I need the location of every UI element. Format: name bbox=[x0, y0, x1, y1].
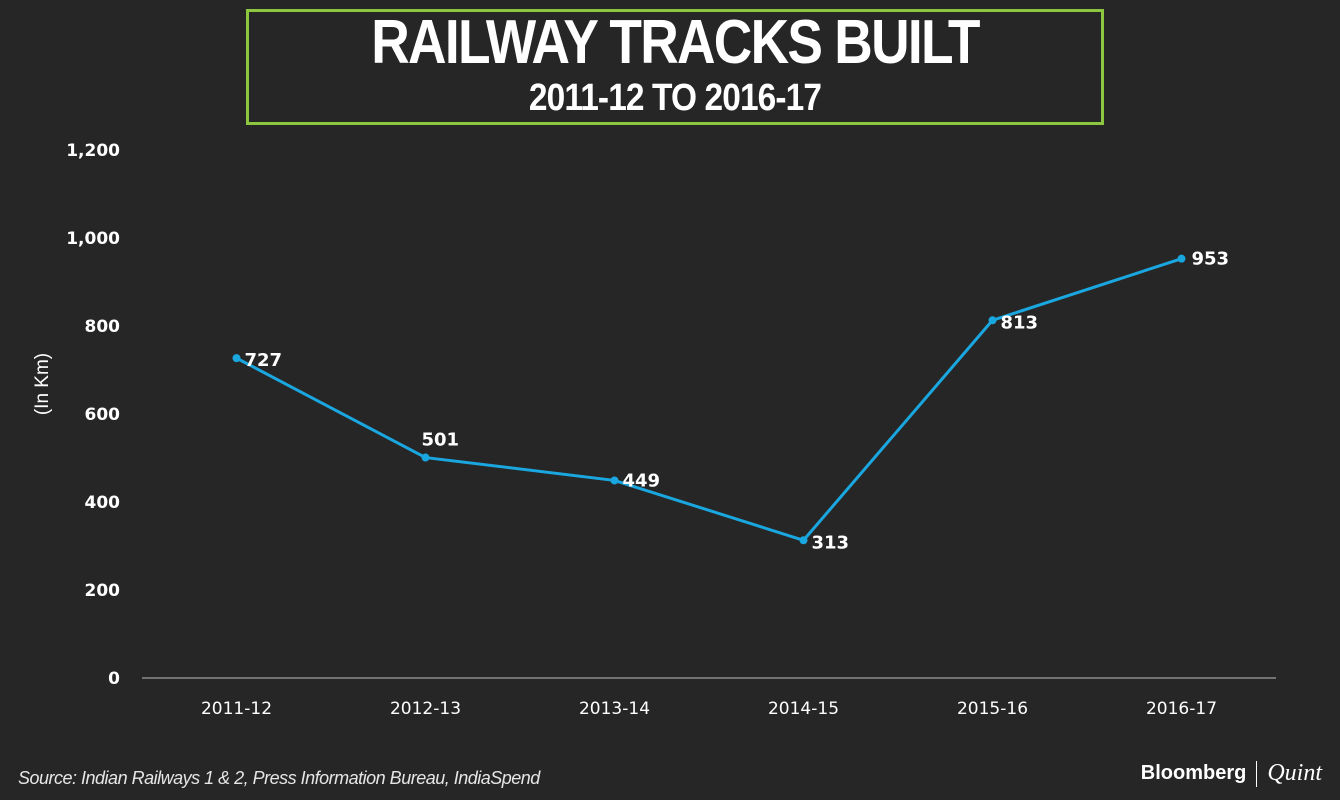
brand-divider bbox=[1256, 760, 1258, 787]
data-label: 501 bbox=[422, 430, 460, 451]
series-group: 727 501 449 313 813 953 bbox=[232, 249, 1230, 553]
data-point bbox=[799, 536, 808, 545]
data-label: 727 bbox=[245, 350, 283, 371]
x-tick-label: 2016-17 bbox=[1146, 699, 1217, 719]
y-tick-label: 200 bbox=[85, 581, 121, 601]
series-line bbox=[235, 257, 1182, 542]
data-label: 313 bbox=[812, 532, 850, 553]
y-tick-label: 600 bbox=[85, 405, 121, 425]
y-tick-label: 800 bbox=[85, 317, 121, 337]
y-tick-label: 1,000 bbox=[66, 229, 120, 249]
x-tick-label: 2011-12 bbox=[201, 699, 272, 719]
y-tick-labels: 0 200 400 600 800 1,000 1,200 bbox=[66, 141, 120, 689]
data-label: 813 bbox=[1001, 312, 1039, 333]
data-point bbox=[232, 354, 241, 363]
y-tick-label: 400 bbox=[85, 493, 121, 513]
x-tick-label: 2012-13 bbox=[390, 699, 461, 719]
x-tick-label: 2013-14 bbox=[579, 699, 650, 719]
chart-title: RAILWAY TRACKS BUILT bbox=[371, 8, 980, 77]
brand-logo: Bloomberg Quint bbox=[1141, 760, 1322, 787]
data-point bbox=[421, 453, 430, 462]
data-label: 449 bbox=[623, 470, 661, 491]
brand-bloomberg: Bloomberg bbox=[1140, 762, 1247, 784]
x-tick-label: 2015-16 bbox=[957, 699, 1028, 719]
x-tick-label: 2014-15 bbox=[768, 699, 839, 719]
y-tick-label: 1,200 bbox=[66, 141, 120, 161]
chart-subtitle: 2011-12 TO 2016-17 bbox=[528, 77, 822, 119]
x-tick-labels: 2011-12 2012-13 2013-14 2014-15 2015-16 2016-… bbox=[201, 699, 1217, 719]
title-frame bbox=[246, 9, 1104, 125]
data-point bbox=[988, 316, 997, 325]
y-axis-label: (In Km) bbox=[32, 353, 53, 415]
brand-quint: Quint bbox=[1267, 760, 1322, 786]
data-point bbox=[610, 476, 619, 485]
y-tick-label: 0 bbox=[108, 669, 120, 689]
data-point bbox=[1177, 254, 1186, 263]
data-label: 953 bbox=[1192, 249, 1230, 270]
source-note: Source: Indian Railways 1 & 2, Press Inf… bbox=[18, 768, 540, 788]
